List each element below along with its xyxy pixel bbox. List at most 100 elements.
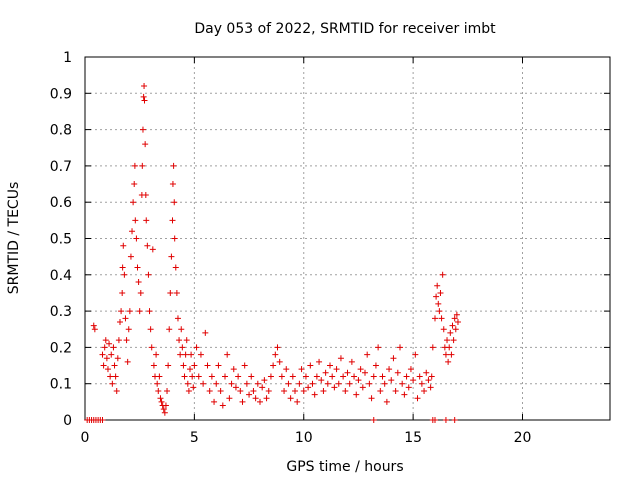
data-point [355,377,362,384]
x-tick-label: 10 [295,430,313,446]
data-point [164,387,171,394]
data-point [322,369,329,376]
data-point [344,369,351,376]
data-point [131,162,138,169]
data-point [185,387,192,394]
data-point [110,344,117,351]
data-point [333,366,340,373]
data-point [165,362,172,369]
data-point [407,366,414,373]
data-point [146,308,153,315]
data-point [287,395,294,402]
data-point [217,387,224,394]
data-point [141,83,148,90]
data-point [257,398,263,405]
data-point [171,199,178,206]
y-tick-label: 0.2 [50,340,72,356]
data-point [124,358,131,365]
data-point [263,395,270,402]
data-point [224,351,231,358]
data-point [109,380,116,387]
data-point [292,387,298,394]
data-point [161,409,168,416]
data-point [171,235,178,242]
data-point [137,289,144,296]
data-point [270,362,277,369]
data-point [444,337,451,344]
data-point [241,362,248,369]
data-point [421,387,428,394]
data-point [259,384,266,391]
data-point [357,366,364,373]
data-point [180,362,187,369]
x-tick-label: 15 [404,430,422,446]
data-point [442,351,449,358]
data-point [125,326,132,333]
data-point [119,264,126,271]
y-tick-label: 0 [63,413,72,429]
data-point [423,369,430,376]
data-point [435,300,442,307]
data-point [103,355,110,362]
data-point [370,373,377,380]
data-point [381,380,388,387]
data-point [239,398,246,405]
data-point [158,398,165,405]
data-point [340,373,347,380]
data-point [372,362,379,369]
data-point [440,326,447,333]
data-point [405,384,412,391]
data-point [285,380,292,387]
data-point [206,387,213,394]
data-point [177,351,184,358]
data-point [176,337,183,344]
data-point [331,384,338,391]
data-point [91,326,98,333]
data-point [172,264,179,271]
data-point [300,387,307,394]
data-point [320,387,327,394]
data-point [160,406,167,413]
data-point [141,97,148,104]
data-point [283,366,290,373]
data-point [243,380,250,387]
grid [85,57,610,420]
data-point [316,358,323,365]
data-point [302,373,309,380]
data-point [142,141,149,148]
data-point [454,318,461,325]
data-point [134,264,141,271]
data-point [107,373,114,380]
data-point [99,417,106,423]
data-point [122,315,129,322]
data-point [362,369,368,376]
data-point [154,380,161,387]
data-point [309,380,316,387]
data-point [436,308,443,315]
data-point [195,373,202,380]
data-point [416,373,423,380]
data-point [228,380,235,387]
data-point [379,373,386,380]
data-point [144,242,151,249]
data-point [166,326,173,333]
data-point [118,308,125,315]
data-point [123,337,130,344]
data-point [294,398,301,405]
data-point [189,373,196,380]
data-point [133,235,140,242]
data-point [153,351,160,358]
y-tick-label: 0.6 [50,195,72,211]
data-point [204,362,211,369]
x-tick-label: 20 [514,430,532,446]
data-point [383,398,390,405]
data-point [298,366,305,373]
data-point [182,351,189,358]
data-point [252,395,259,402]
data-point [342,387,349,394]
data-point [148,344,155,351]
data-point [102,337,109,344]
data-point [327,362,333,369]
data-point [104,366,111,373]
data-point [142,191,149,198]
